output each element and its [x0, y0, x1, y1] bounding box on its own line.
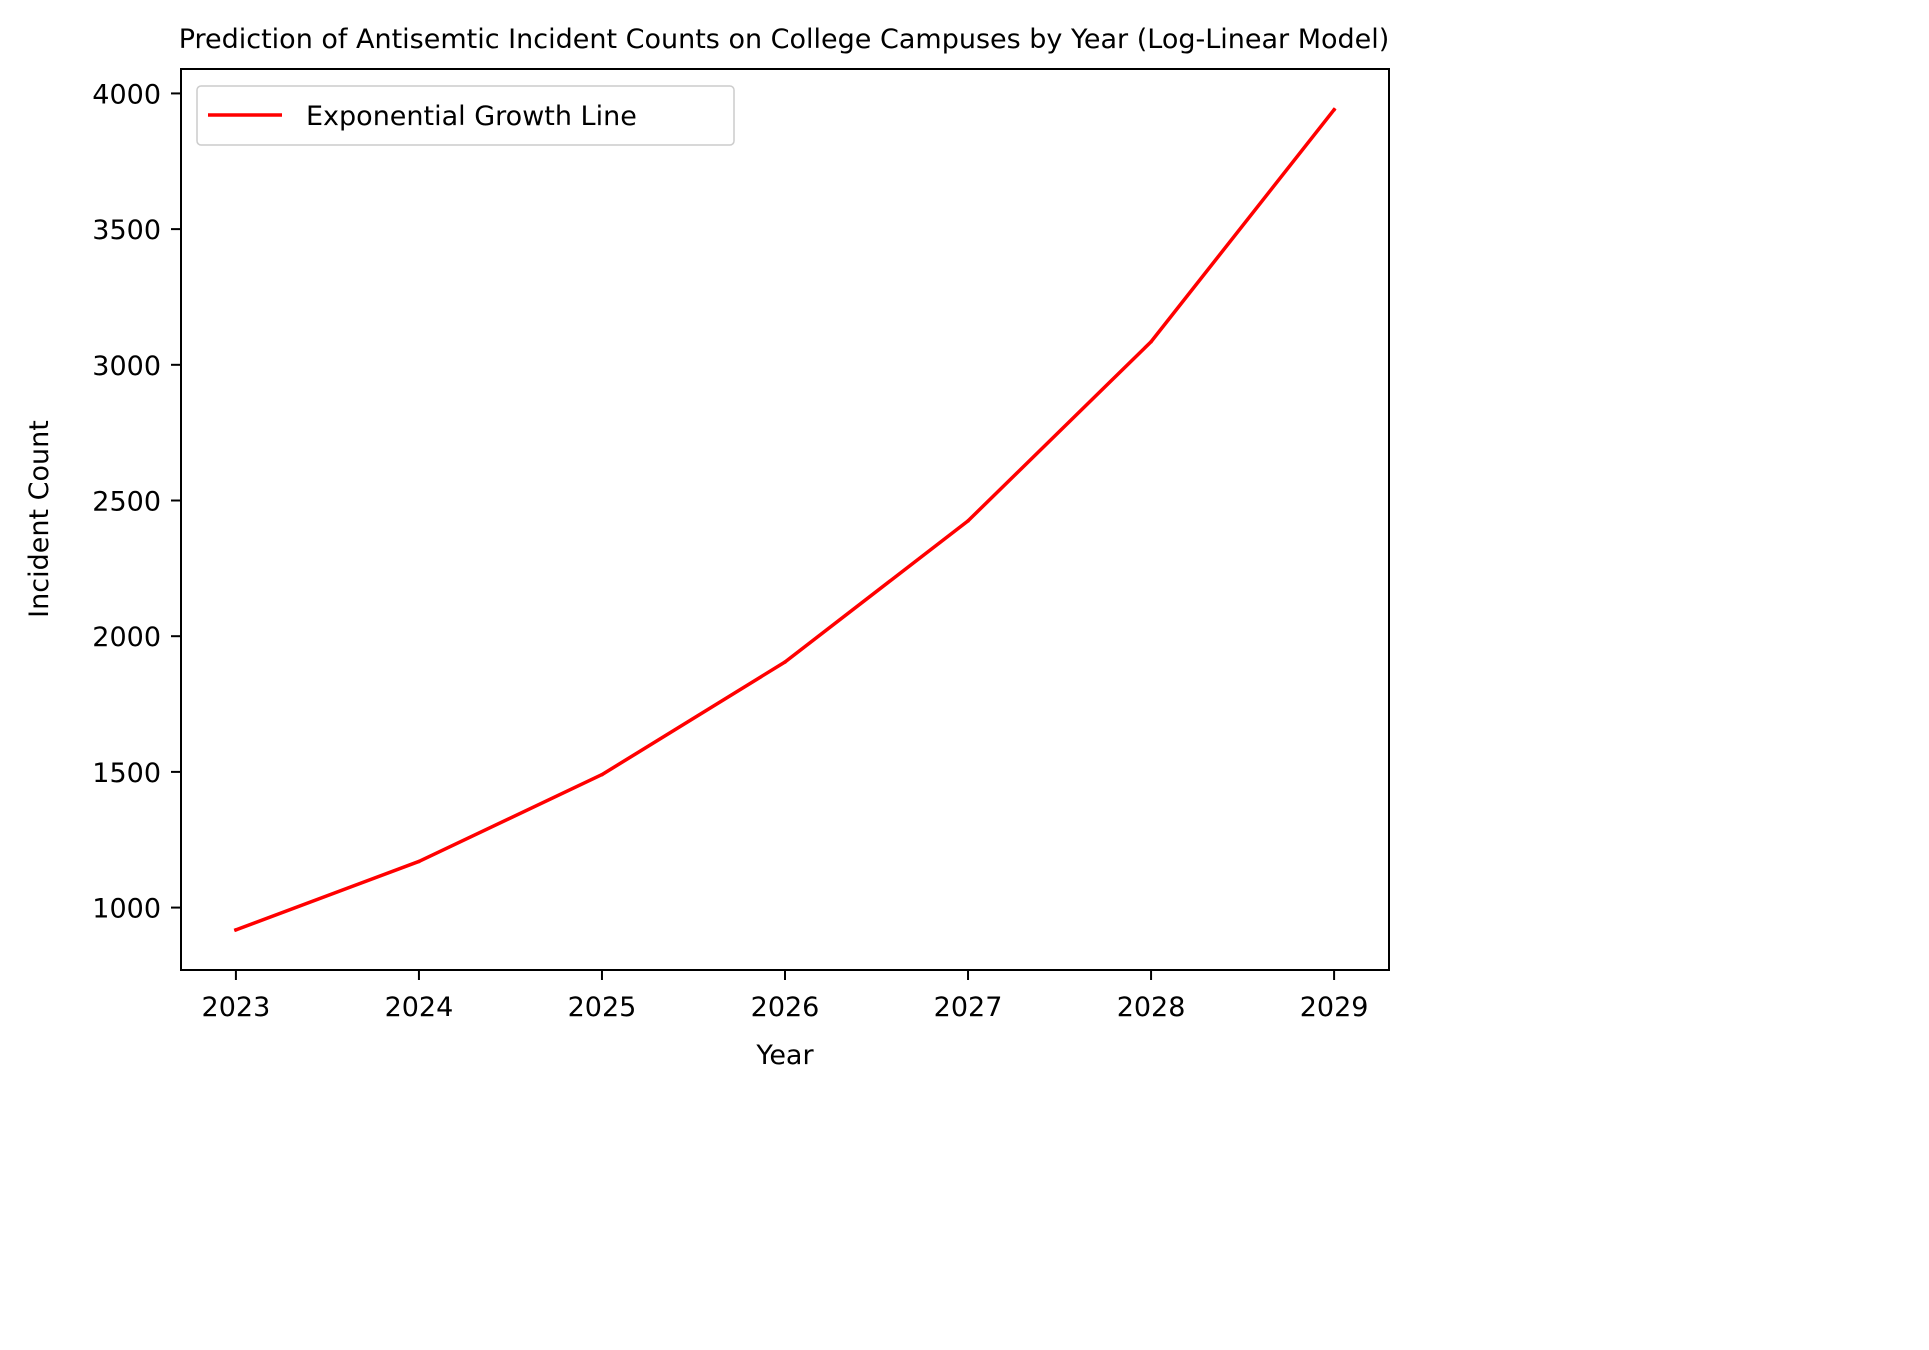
x-tick-label: 2025: [568, 992, 637, 1023]
axes: [180, 68, 1390, 971]
x-tick-label: 2029: [1300, 992, 1369, 1023]
x-tick-label: 2027: [934, 992, 1003, 1023]
series-layer: [233, 107, 1337, 933]
y-axis-label: Incident Count: [24, 420, 55, 618]
data-point: [600, 772, 604, 777]
x-axis-ticks: 2023 2024 2025 2026 2027 2028 2029: [202, 970, 1369, 1023]
line-chart: Prediction of Antisemtic Incident Counts…: [24, 24, 1390, 1071]
y-tick-label: 1500: [92, 758, 161, 789]
x-tick-label: 2023: [202, 992, 271, 1023]
y-tick-label: 3000: [92, 351, 161, 382]
y-axis-ticks: 1000 1500 2000 2500 3000 3500 4000: [92, 79, 181, 925]
y-tick-label: 3500: [92, 215, 161, 246]
chart-figure: Prediction of Antisemtic Incident Counts…: [24, 24, 1390, 1071]
chart-title: Prediction of Antisemtic Incident Counts…: [179, 24, 1390, 55]
data-point: [234, 928, 238, 932]
y-tick-label: 1000: [92, 894, 161, 925]
series-line: [233, 107, 1337, 933]
data-point: [1149, 339, 1153, 344]
data-point: [417, 859, 421, 864]
data-point: [1332, 107, 1336, 112]
legend: Exponential Growth Line: [196, 85, 735, 146]
x-axis-label: Year: [755, 1040, 814, 1071]
y-tick-label: 4000: [92, 79, 161, 110]
data-point: [783, 660, 787, 664]
y-tick-label: 2500: [92, 487, 161, 518]
legend-frame: [196, 85, 735, 146]
x-tick-label: 2024: [385, 992, 454, 1023]
y-tick-label: 2000: [92, 622, 161, 653]
data-point: [966, 519, 970, 523]
x-tick-label: 2028: [1117, 992, 1186, 1023]
legend-label: Exponential Growth Line: [306, 101, 637, 132]
plot-frame: [180, 68, 1390, 971]
x-tick-label: 2026: [751, 992, 820, 1023]
